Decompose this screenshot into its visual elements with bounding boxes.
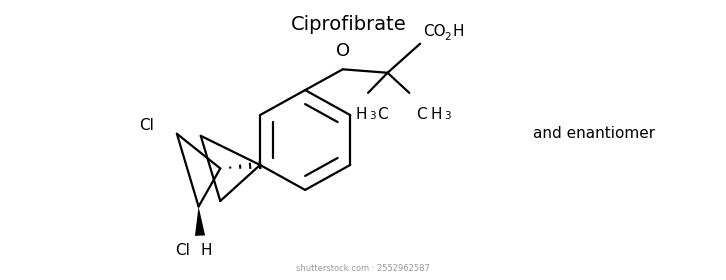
Text: Cl: Cl — [175, 242, 190, 258]
Text: H: H — [200, 242, 211, 258]
Text: O: O — [336, 42, 351, 60]
Text: shutterstock.com · 2552962587: shutterstock.com · 2552962587 — [296, 264, 430, 273]
Text: H: H — [356, 108, 367, 122]
Text: Ciprofibrate: Ciprofibrate — [290, 15, 407, 34]
Text: C: C — [377, 108, 388, 122]
Text: 3: 3 — [444, 111, 451, 121]
Text: H: H — [431, 108, 441, 122]
Text: H: H — [453, 24, 464, 39]
Text: CO: CO — [423, 24, 446, 39]
Polygon shape — [195, 207, 205, 236]
Text: 2: 2 — [445, 32, 452, 42]
Text: and enantiomer: and enantiomer — [534, 125, 656, 141]
Text: Cl: Cl — [139, 118, 154, 133]
Text: C: C — [417, 108, 427, 122]
Text: 3: 3 — [369, 111, 375, 121]
